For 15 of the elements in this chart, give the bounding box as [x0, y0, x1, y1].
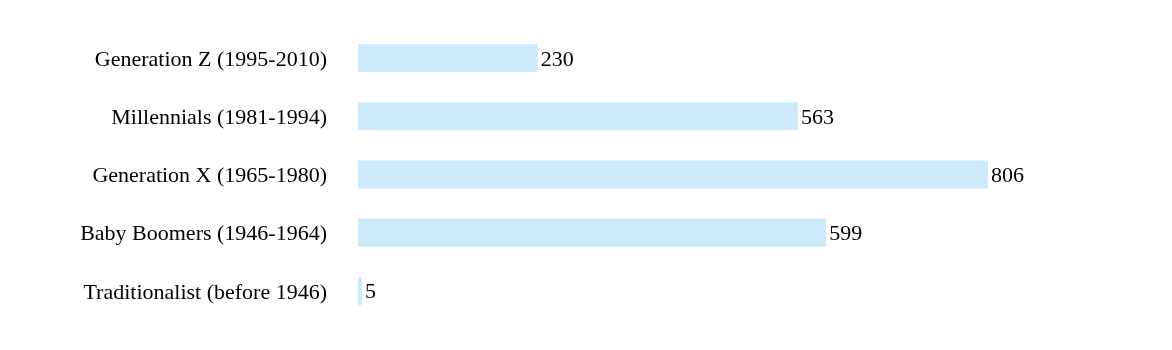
data-label: 230 [540, 45, 574, 71]
bar [358, 44, 538, 73]
data-label: 563 [801, 103, 835, 129]
bar [358, 276, 362, 305]
data-label: 5 [364, 278, 376, 304]
y-tick-label: Traditionalist (before 1946) [83, 278, 327, 304]
y-tick-label: Baby Boomers (1946-1964) [80, 220, 327, 246]
y-tick-label: Millennials (1981-1994) [111, 104, 327, 129]
y-tick-label: Generation X (1965-1980) [92, 162, 327, 188]
bar [358, 160, 988, 189]
bar [358, 218, 827, 247]
bar [358, 102, 799, 131]
data-label: 599 [829, 220, 863, 246]
y-tick-label: Generation Z (1995-2010) [94, 45, 327, 71]
data-label: 806 [991, 162, 1024, 187]
